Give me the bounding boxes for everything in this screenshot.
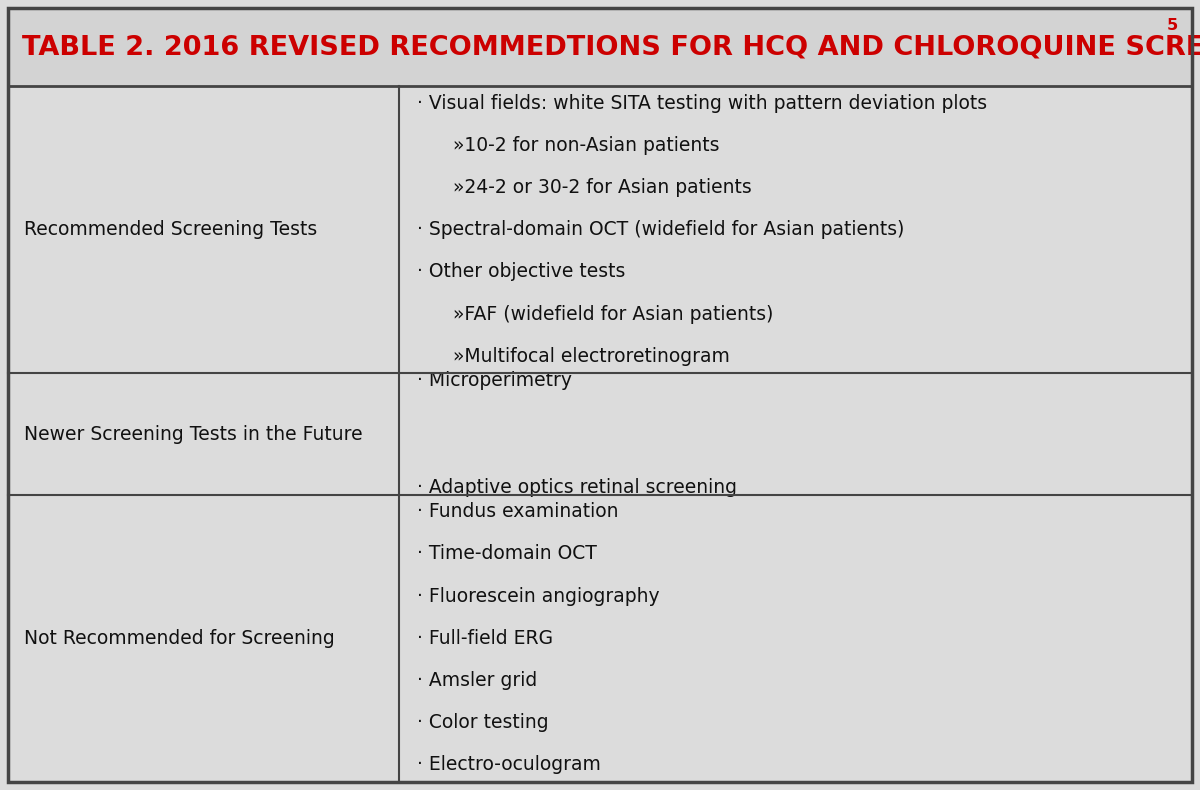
Text: Not Recommended for Screening: Not Recommended for Screening bbox=[24, 629, 335, 648]
Text: · Adaptive optics retinal screening: · Adaptive optics retinal screening bbox=[416, 478, 737, 497]
Bar bbox=[8, 8, 1192, 86]
Text: · Fundus examination: · Fundus examination bbox=[416, 502, 618, 521]
Text: · Color testing: · Color testing bbox=[416, 713, 548, 732]
Text: · Fluorescein angiography: · Fluorescein angiography bbox=[416, 587, 659, 606]
Text: 5: 5 bbox=[1166, 17, 1178, 32]
Text: »10-2 for non-Asian patients: »10-2 for non-Asian patients bbox=[416, 136, 719, 155]
Text: TABLE 2. 2016 REVISED RECOMMEDTIONS FOR HCQ AND CHLOROQUINE SCREENING: TABLE 2. 2016 REVISED RECOMMEDTIONS FOR … bbox=[22, 34, 1200, 60]
Text: »24-2 or 30-2 for Asian patients: »24-2 or 30-2 for Asian patients bbox=[416, 178, 751, 197]
Bar bbox=[8, 86, 1192, 782]
Text: Recommended Screening Tests: Recommended Screening Tests bbox=[24, 220, 317, 239]
Text: · Other objective tests: · Other objective tests bbox=[416, 262, 625, 281]
Text: · Full-field ERG: · Full-field ERG bbox=[416, 629, 553, 648]
Text: · Electro-oculogram: · Electro-oculogram bbox=[416, 755, 600, 774]
Text: · Microperimetry: · Microperimetry bbox=[416, 371, 571, 390]
Text: »FAF (widefield for Asian patients): »FAF (widefield for Asian patients) bbox=[416, 305, 773, 324]
Text: »Multifocal electroretinogram: »Multifocal electroretinogram bbox=[416, 347, 730, 366]
Text: · Amsler grid: · Amsler grid bbox=[416, 671, 536, 690]
Text: · Time-domain OCT: · Time-domain OCT bbox=[416, 544, 596, 563]
Text: · Visual fields: white SITA testing with pattern deviation plots: · Visual fields: white SITA testing with… bbox=[416, 94, 986, 113]
Text: Newer Screening Tests in the Future: Newer Screening Tests in the Future bbox=[24, 424, 362, 443]
Text: · Spectral-domain OCT (widefield for Asian patients): · Spectral-domain OCT (widefield for Asi… bbox=[416, 220, 904, 239]
